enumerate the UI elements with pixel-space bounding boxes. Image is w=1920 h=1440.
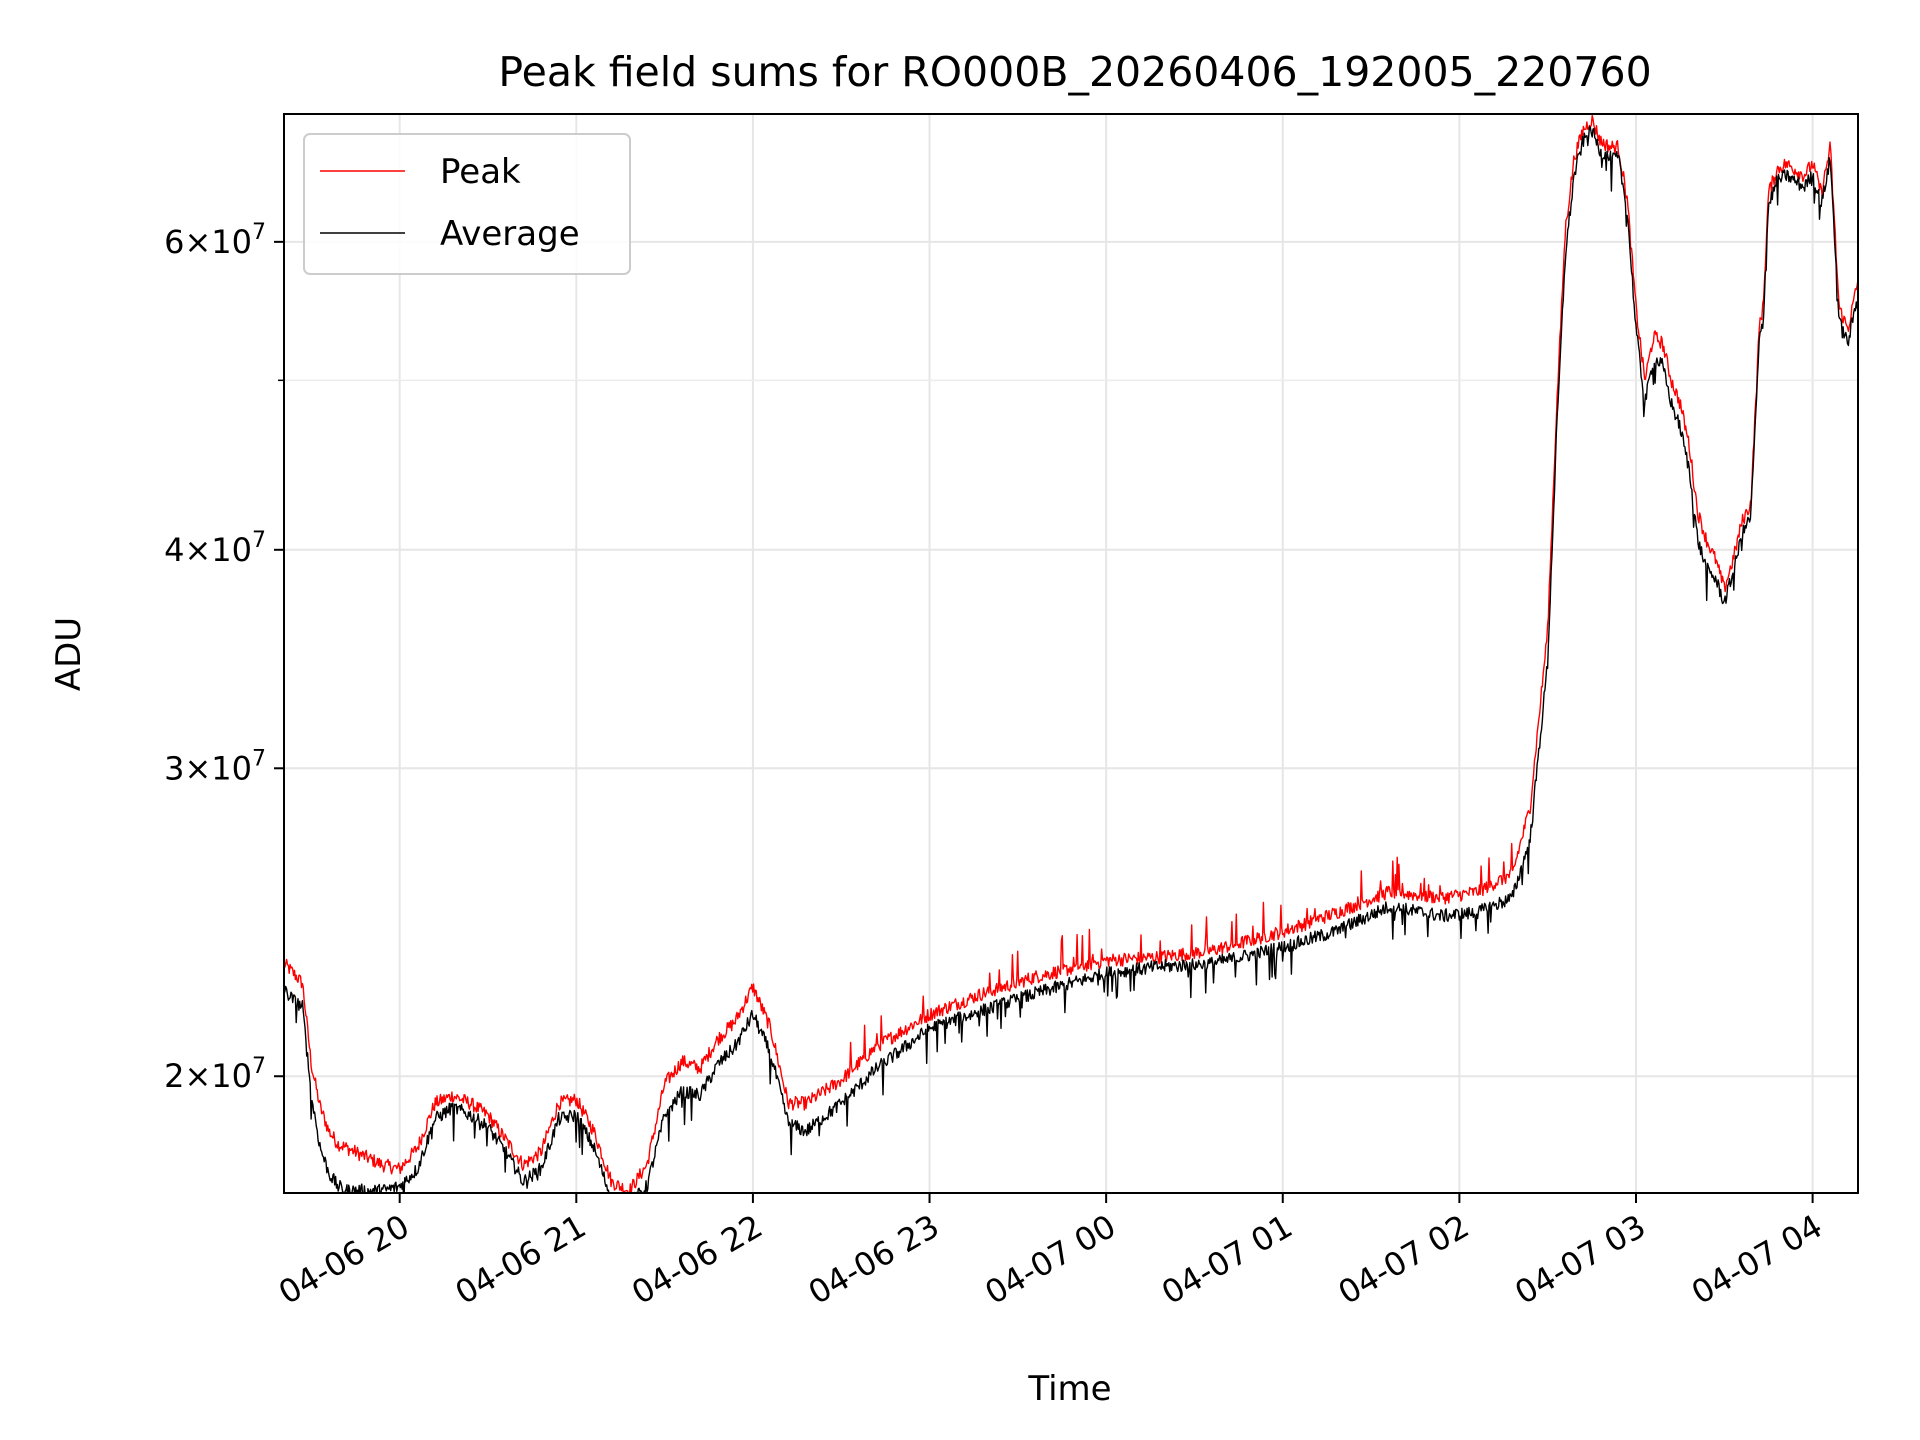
series-line-average — [284, 125, 1858, 1193]
plot-frame — [283, 113, 1859, 1194]
series-layer — [284, 114, 1858, 1193]
y-axis: 2×107 3×107 4×107 6×107 — [164, 220, 284, 1095]
x-axis-label: Time — [1027, 1369, 1111, 1409]
y-tick-label: 6×107 — [164, 220, 266, 261]
y-tick-label: 4×107 — [164, 528, 266, 569]
legend-average-label: Average — [440, 214, 580, 254]
grid — [284, 114, 1858, 1193]
y-tick-label: 2×107 — [164, 1054, 266, 1095]
chart-title: Peak field sums for RO000B_20260406_1920… — [498, 48, 1651, 96]
y-axis-label: ADU — [49, 617, 89, 691]
legend-peak-label: Peak — [440, 152, 521, 192]
legend-box — [303, 133, 631, 275]
legend: Peak Average — [303, 133, 631, 275]
series-line-peak — [284, 114, 1858, 1193]
y-tick-label: 3×107 — [164, 746, 266, 787]
